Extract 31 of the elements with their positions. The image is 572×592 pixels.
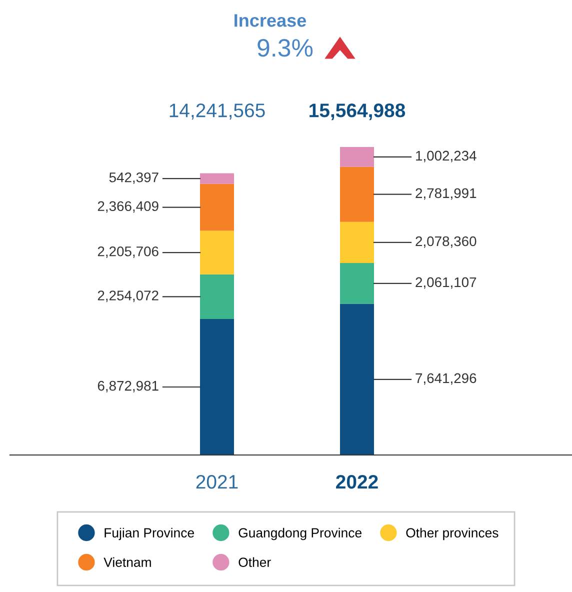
x-tick-label: 2021 <box>196 474 238 489</box>
legend-label: Other <box>238 557 271 567</box>
bar <box>200 230 234 274</box>
bar <box>200 173 234 184</box>
data-label: 2,366,409 <box>98 201 158 213</box>
data-label: 2,254,072 <box>98 290 158 302</box>
bar <box>200 318 234 455</box>
legend-label: Guangdong Province <box>238 528 362 540</box>
data-label: 542,397 <box>109 172 158 184</box>
legend-label: Other provinces <box>406 528 498 540</box>
data-label: 6,872,981 <box>98 380 158 392</box>
total-label: 15,564,988 <box>310 104 406 120</box>
bar <box>340 166 374 222</box>
text: Increase <box>234 14 306 27</box>
legend-label: Vietnam <box>104 557 151 567</box>
x-tick-label: 2022 <box>336 474 378 489</box>
data-label: 2,205,706 <box>98 246 158 258</box>
bar <box>340 304 374 455</box>
data-label: 7,641,296 <box>416 373 476 385</box>
text: 9.3% <box>258 39 313 57</box>
data-label: 2,061,107 <box>416 277 476 289</box>
data-label: 1,002,234 <box>416 150 476 162</box>
bar <box>200 184 234 231</box>
bar <box>340 263 374 304</box>
bar <box>340 222 374 264</box>
total-label: 14,241,565 <box>170 104 265 120</box>
bar <box>340 147 374 167</box>
data-label: 2,781,991 <box>416 188 476 200</box>
data-label: 2,078,360 <box>416 236 476 248</box>
legend-label: Fujian Province <box>104 528 194 540</box>
bar <box>200 274 234 319</box>
